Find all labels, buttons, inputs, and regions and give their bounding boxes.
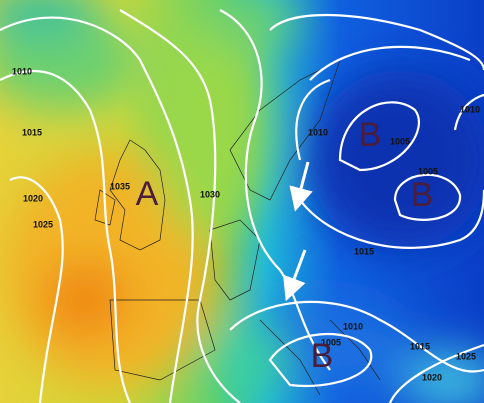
isobar-label: 1015 bbox=[410, 341, 430, 351]
isobar-label: 1010 bbox=[343, 321, 363, 331]
isobar-label: 1005 bbox=[321, 337, 341, 347]
isobar-label: 1020 bbox=[422, 372, 442, 382]
isobar-label: 1015 bbox=[354, 246, 374, 256]
coastlines bbox=[94, 59, 381, 396]
isobar-label: 1010 bbox=[12, 66, 32, 76]
isobar-label: 1020 bbox=[23, 193, 43, 203]
isobar-label: 1015 bbox=[22, 127, 42, 137]
isobar-label: 1010 bbox=[308, 127, 328, 137]
isobar-label: 1010 bbox=[460, 104, 480, 114]
isobar-label: 1030 bbox=[200, 189, 220, 199]
pressure-center: B bbox=[359, 116, 382, 154]
pressure-center: B bbox=[311, 337, 334, 375]
isobar-label: 1005 bbox=[390, 136, 410, 146]
labels: 1010101510201025103510301010100510101005… bbox=[12, 66, 480, 382]
pressure-center: A bbox=[136, 175, 159, 213]
isobar-label: 1005 bbox=[418, 166, 438, 176]
pressure-center: B bbox=[411, 176, 434, 214]
isobar-label: 1025 bbox=[456, 351, 476, 361]
isobar-label: 1025 bbox=[33, 219, 53, 229]
wind-arrows bbox=[282, 161, 313, 302]
isobar-label: 1035 bbox=[110, 181, 130, 191]
isobars bbox=[0, 9, 484, 403]
